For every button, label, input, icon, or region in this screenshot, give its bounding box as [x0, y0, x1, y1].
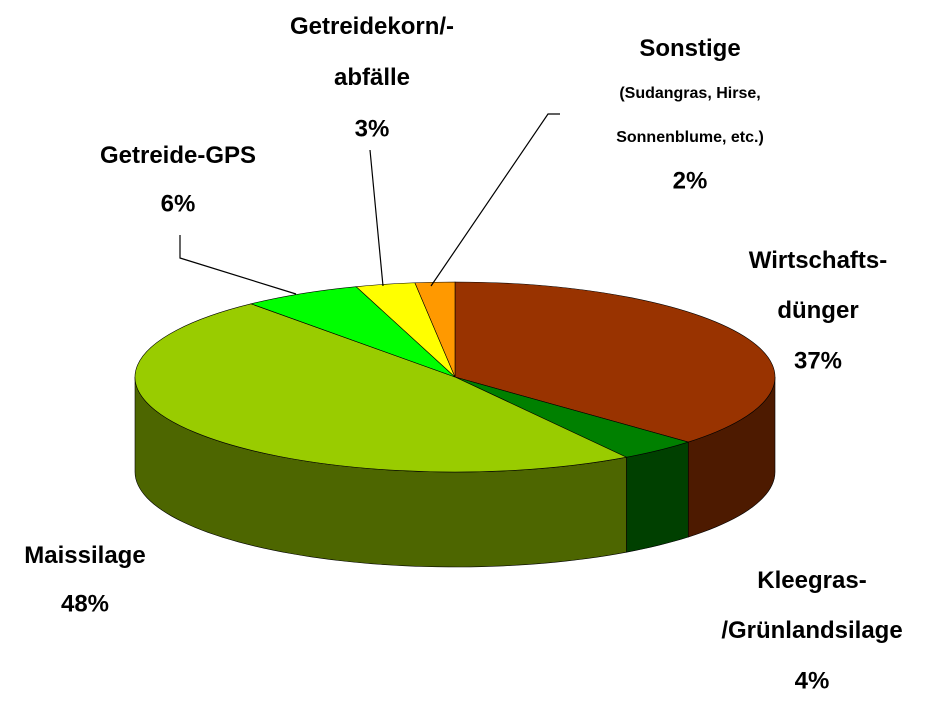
- slice: [414, 281, 456, 378]
- slice-tops: [134, 281, 776, 473]
- slice-side: [626, 441, 689, 553]
- value-label: 4%: [795, 667, 830, 694]
- leader-line: [179, 235, 297, 295]
- category-label: Sonstige (Sudangras, Hirse, Sonnenblume, e…: [616, 35, 764, 146]
- category-label: Maissilage: [24, 542, 145, 569]
- category-label: Kleegras-/Grünlandsilage: [721, 567, 902, 644]
- leader-line: [430, 113, 560, 287]
- category-label: Getreidekorn/-abfälle: [290, 13, 454, 91]
- value-label: 48%: [61, 590, 109, 617]
- leader-lines: [179, 113, 560, 295]
- slice: [249, 286, 456, 378]
- slice: [454, 281, 776, 443]
- value-label: 6%: [161, 190, 196, 217]
- slice-sides: [134, 376, 776, 568]
- category-label: Getreide-GPS: [100, 142, 256, 169]
- slice: [134, 303, 628, 473]
- leader-line: [369, 149, 384, 287]
- value-label: 37%: [794, 347, 842, 374]
- value-label: 2%: [673, 167, 708, 194]
- value-label: 3%: [355, 115, 390, 142]
- category-label: Wirtschafts-dünger: [749, 247, 887, 324]
